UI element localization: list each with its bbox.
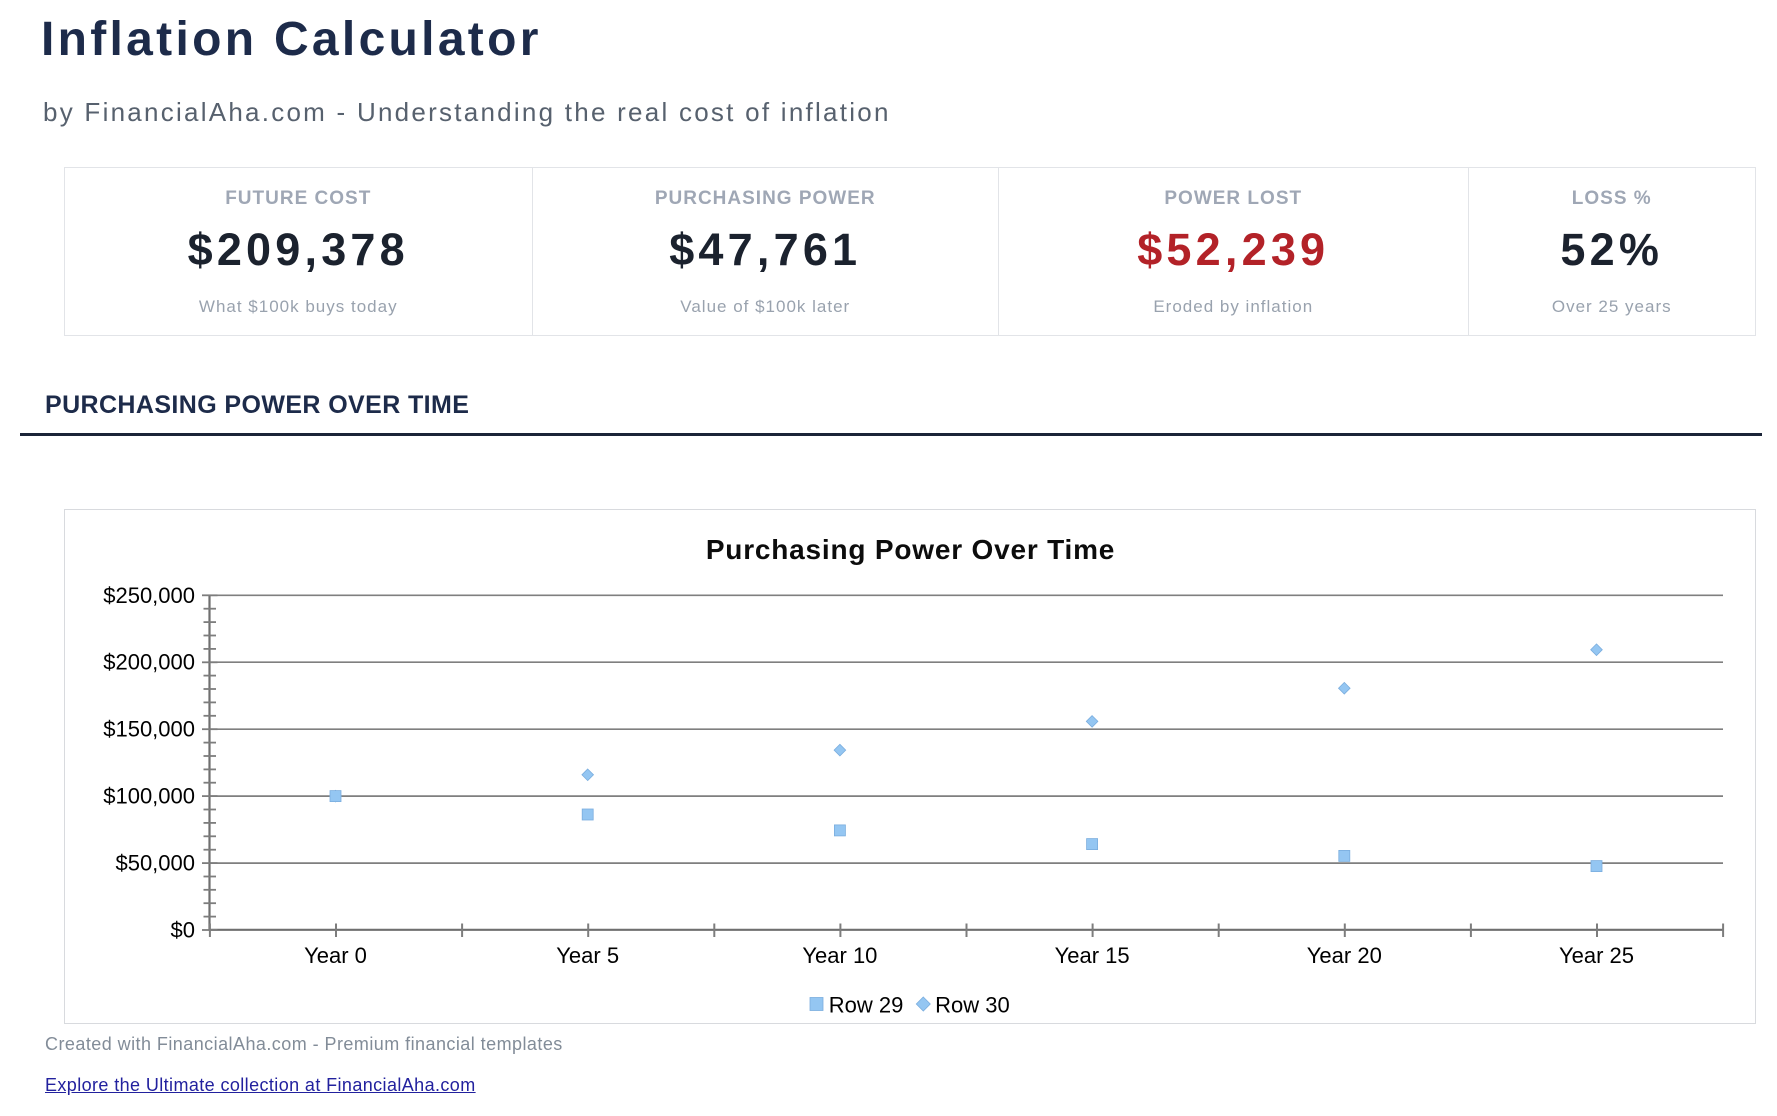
svg-text:$200,000: $200,000: [103, 650, 195, 675]
svg-text:Year 15: Year 15: [1055, 943, 1130, 968]
svg-text:Row 29: Row 29: [829, 993, 904, 1018]
svg-text:Year 20: Year 20: [1307, 943, 1382, 968]
svg-text:$250,000: $250,000: [103, 583, 195, 608]
svg-text:$0: $0: [171, 918, 195, 943]
svg-text:Row 30: Row 30: [935, 993, 1010, 1018]
svg-text:Year 25: Year 25: [1559, 943, 1634, 968]
svg-text:Year 0: Year 0: [304, 943, 367, 968]
svg-text:$100,000: $100,000: [103, 784, 195, 809]
svg-text:Year 5: Year 5: [556, 943, 619, 968]
svg-text:Year 10: Year 10: [802, 943, 877, 968]
svg-text:$50,000: $50,000: [115, 851, 195, 876]
svg-text:$150,000: $150,000: [103, 717, 195, 742]
